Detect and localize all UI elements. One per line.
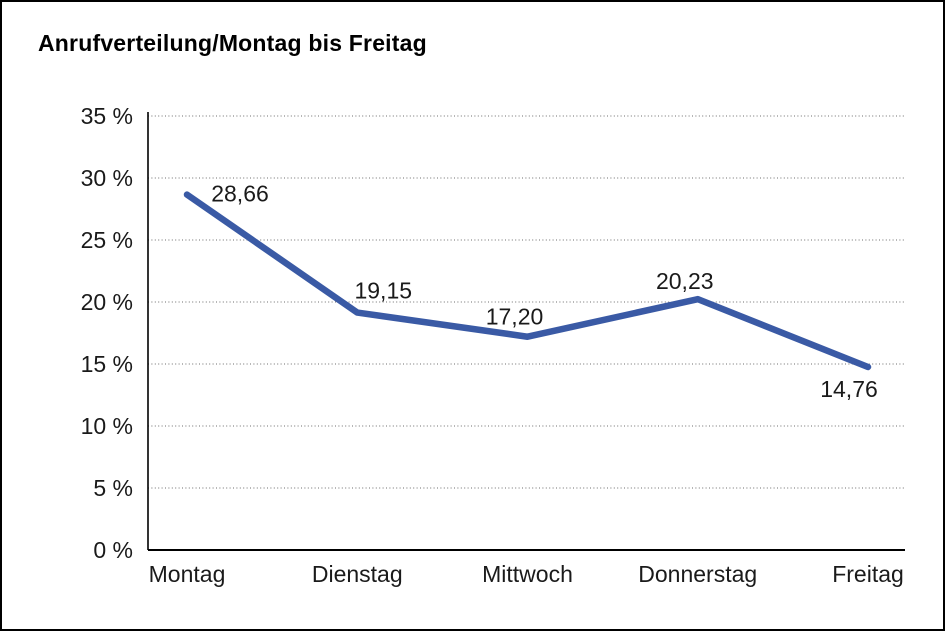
x-category-label: Dienstag — [312, 561, 403, 587]
data-series-line — [183, 191, 872, 371]
data-point-label: 14,76 — [820, 376, 878, 402]
chart-title: Anrufverteilung/Montag bis Freitag — [38, 30, 427, 56]
data-point-label: 20,23 — [656, 268, 714, 294]
y-tick-label: 0 % — [93, 537, 133, 563]
x-category-label: Mittwoch — [482, 561, 573, 587]
y-tick-label: 20 % — [81, 289, 133, 315]
y-tick-label: 30 % — [81, 165, 133, 191]
y-tick-label: 5 % — [93, 475, 133, 501]
y-tick-label: 35 % — [81, 103, 133, 129]
y-tick-label: 15 % — [81, 351, 133, 377]
x-category-label: Freitag — [832, 561, 904, 587]
y-tick-label: 25 % — [81, 227, 133, 253]
x-category-label: Donnerstag — [638, 561, 757, 587]
data-point-label: 28,66 — [211, 181, 269, 207]
data-point-label: 19,15 — [354, 278, 412, 304]
data-point-label: 17,20 — [486, 304, 544, 330]
y-tick-label: 10 % — [81, 413, 133, 439]
x-category-label: Montag — [149, 561, 226, 587]
